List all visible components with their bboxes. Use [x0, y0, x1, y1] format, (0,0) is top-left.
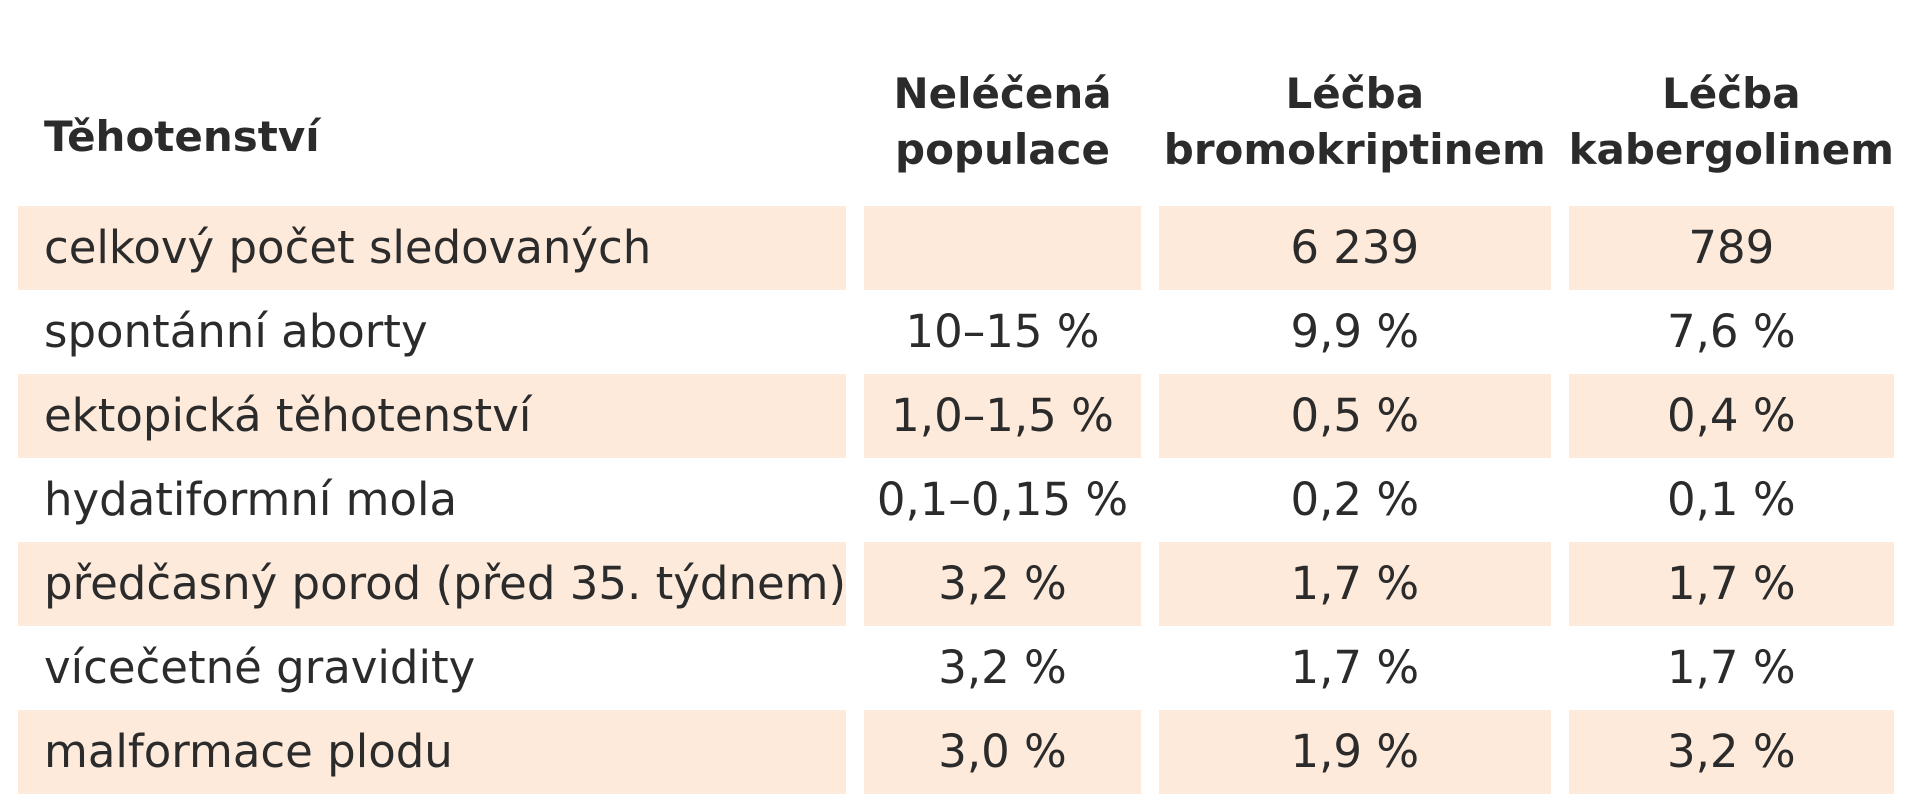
- cell-untreated: 3,2 %: [864, 542, 1141, 626]
- table-row: spontánní aborty 10–15 % 9,9 % 7,6 %: [18, 290, 1894, 374]
- cell-untreated: 3,2 %: [938, 641, 1067, 694]
- table-row: malformace plodu 3,0 % 1,9 % 3,2 %: [18, 710, 1894, 794]
- row-header-label: Těhotenství: [44, 112, 320, 161]
- row-label: vícečetné gravidity: [44, 641, 476, 694]
- pregnancy-outcomes-table: Těhotenství Neléčená populace Léčba brom…: [0, 38, 1912, 794]
- cell-cabergoline: 1,7 %: [1568, 542, 1894, 626]
- column-header-untreated: Neléčená populace: [864, 38, 1141, 206]
- table-row: hydatiformní mola 0,1–0,15 % 0,2 % 0,1 %: [18, 458, 1894, 542]
- cell-untreated: [864, 206, 1141, 290]
- column-header-line: populace: [895, 125, 1111, 174]
- cell-untreated: 1,0–1,5 %: [864, 374, 1141, 458]
- cell-bromocriptine: 0,5 %: [1158, 374, 1551, 458]
- cell-untreated: 10–15 %: [905, 305, 1100, 358]
- cell-cabergoline: 0,4 %: [1568, 374, 1894, 458]
- row-label: ektopická těhotenství: [18, 374, 847, 458]
- column-header-bromocriptine: Léčba bromokriptinem: [1159, 38, 1551, 206]
- row-label: předčasný porod (před 35. týdnem): [18, 542, 847, 626]
- column-header-line: Neléčená: [893, 69, 1112, 118]
- cell-bromocriptine: 1,7 %: [1290, 641, 1420, 694]
- cell-bromocriptine: 1,9 %: [1158, 710, 1551, 794]
- cell-untreated: 3,0 %: [864, 710, 1141, 794]
- cell-cabergoline: 0,1 %: [1666, 473, 1796, 526]
- column-header-line: Léčba: [1662, 69, 1801, 118]
- row-label: celkový počet sledovaných: [18, 206, 847, 290]
- cell-cabergoline: 789: [1568, 206, 1894, 290]
- column-header-cabergoline: Léčba kabergolinem: [1569, 38, 1894, 206]
- cell-bromocriptine: 0,2 %: [1290, 473, 1420, 526]
- cell-untreated: 0,1–0,15 %: [876, 473, 1129, 526]
- table-row: vícečetné gravidity 3,2 % 1,7 % 1,7 %: [18, 626, 1894, 710]
- cell-bromocriptine: 1,7 %: [1158, 542, 1551, 626]
- row-label: hydatiformní mola: [44, 473, 458, 526]
- column-header-line: bromokriptinem: [1163, 125, 1546, 174]
- table-row: předčasný porod (před 35. týdnem) 3,2 % …: [18, 542, 1894, 626]
- column-header-line: Léčba: [1285, 69, 1425, 118]
- row-label: spontánní aborty: [44, 305, 428, 358]
- row-label: malformace plodu: [18, 710, 847, 794]
- cell-cabergoline: 3,2 %: [1568, 710, 1894, 794]
- cell-cabergoline: 7,6 %: [1666, 305, 1796, 358]
- cell-bromocriptine: 6 239: [1158, 206, 1551, 290]
- cell-bromocriptine: 9,9 %: [1290, 305, 1420, 358]
- column-header-line: kabergolinem: [1568, 125, 1894, 174]
- table-row: ektopická těhotenství 1,0–1,5 % 0,5 % 0,…: [18, 374, 1894, 458]
- table-row: celkový počet sledovaných 6 239 789: [18, 206, 1894, 290]
- table-header-row: Těhotenství Neléčená populace Léčba brom…: [18, 38, 1894, 206]
- cell-cabergoline: 1,7 %: [1666, 641, 1796, 694]
